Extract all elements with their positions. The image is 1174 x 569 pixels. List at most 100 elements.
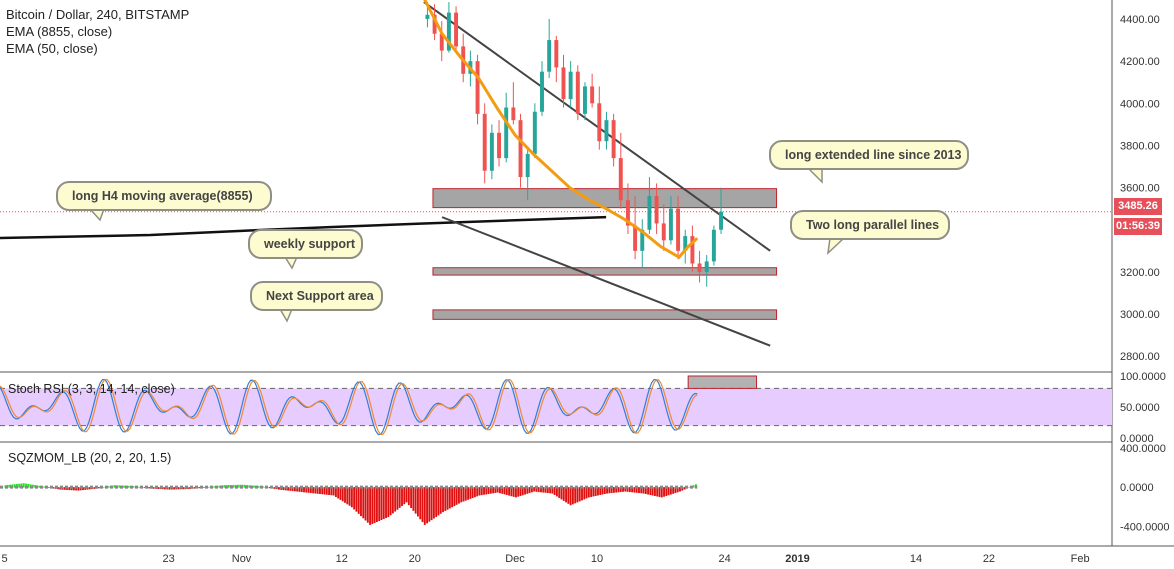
trendlines — [423, 1, 771, 347]
sqz-tick-label: 400.0000 — [1120, 443, 1166, 455]
sqz-bar — [328, 487, 331, 495]
sqz-bar — [75, 487, 78, 491]
ema-short-label: EMA (50, close) — [6, 41, 98, 56]
sqz-bar — [334, 487, 337, 497]
candle-body — [719, 211, 724, 230]
sqz-bar — [653, 487, 656, 496]
candle-body — [590, 86, 595, 104]
time-tick-label: 2019 — [785, 553, 809, 565]
sqz-bar — [432, 487, 435, 519]
sqz-bar — [514, 487, 517, 498]
sqz-bar — [496, 487, 499, 493]
sqz-bar — [567, 487, 570, 504]
sqz-bar — [683, 487, 686, 490]
price-tick-label: 4400.00 — [1120, 14, 1160, 26]
candle-body — [482, 113, 487, 171]
sqz-bar — [330, 487, 333, 496]
sqz-bar — [152, 487, 155, 489]
sqz-bar — [663, 487, 665, 497]
sqz-bar — [542, 487, 545, 493]
sqz-bar — [624, 487, 627, 492]
sqz-bar — [63, 487, 66, 490]
candle-body — [532, 111, 537, 154]
sqz-bar — [252, 485, 255, 488]
sqz-bar — [369, 487, 372, 525]
sqz-bar — [674, 487, 677, 494]
sqz-bar — [647, 487, 650, 495]
candle-body — [454, 12, 459, 47]
sqz-bar — [619, 487, 622, 493]
sqz-bar — [421, 487, 424, 523]
sqz-bar — [562, 487, 565, 501]
sqz-bar — [321, 487, 324, 495]
sqz-bar — [489, 487, 492, 494]
sqz-bar — [389, 487, 392, 516]
zone-weekly-support — [432, 267, 778, 276]
sqz-bar — [651, 487, 654, 496]
sqz-bar — [287, 487, 289, 491]
sqz-bar — [401, 487, 403, 507]
sqz-bar — [581, 487, 583, 501]
sqz-bar — [473, 487, 476, 498]
sqz-bar — [471, 487, 474, 499]
sqz-bar — [508, 487, 511, 496]
trendline-upper — [423, 1, 771, 252]
price-tick-label: 3600.00 — [1120, 183, 1160, 195]
sqzmom-panel: 400.0000 0.0000 -400.0000 — [0, 443, 1170, 533]
sqz-bar — [289, 487, 292, 491]
price-tick-label: 3800.00 — [1120, 140, 1160, 152]
sqz-bar — [492, 487, 495, 494]
sqz-bar — [480, 487, 483, 496]
callout-parallel[interactable]: Two long parallel lines — [790, 210, 950, 240]
sqz-bar — [426, 487, 428, 524]
sqz-bar — [428, 487, 431, 522]
sqz-bar — [526, 487, 529, 494]
sqz-bar — [97, 487, 100, 489]
sqz-bar — [378, 487, 381, 521]
callout-line-2013[interactable]: long extended line since 2013 — [769, 140, 969, 170]
sqz-bar — [380, 487, 383, 521]
sqz-bar — [312, 487, 315, 494]
sqz-bar — [307, 487, 310, 493]
sqz-bar — [319, 487, 321, 495]
sqz-bar — [118, 485, 121, 488]
candle-body — [597, 103, 602, 142]
sqz-bar — [688, 487, 691, 488]
sqz-bar — [198, 487, 201, 489]
last-price-tag: 3485.26 — [1114, 198, 1162, 215]
sqz-bar — [339, 487, 342, 500]
candle-body — [497, 132, 502, 159]
time-tick-label: Feb — [1071, 553, 1090, 565]
sqz-bar — [22, 483, 25, 488]
sqz-bar — [332, 487, 335, 496]
sqz-bar — [77, 487, 80, 491]
sqz-bar — [439, 487, 442, 514]
sqz-bar — [478, 487, 481, 496]
zone-next-support — [432, 309, 778, 320]
time-tick-label: 10 — [591, 553, 603, 565]
sqz-bar — [590, 487, 593, 497]
sqz-bar — [107, 486, 109, 488]
sqz-bar — [601, 487, 604, 495]
sqz-bar — [25, 483, 27, 488]
sqz-bar — [551, 487, 554, 494]
sqz-bar — [512, 487, 515, 497]
callout-h4-ma[interactable]: long H4 moving average(8855) — [56, 181, 272, 211]
callout-weekly-support[interactable]: weekly support — [248, 229, 363, 259]
sqz-bar — [594, 487, 597, 496]
sqz-bar — [642, 487, 645, 494]
sqz-bar — [524, 487, 526, 495]
sqz-bar — [556, 487, 558, 497]
sqz-bar — [341, 487, 344, 502]
sqz-bar — [499, 487, 501, 494]
sqz-bar — [503, 487, 506, 495]
sqz-bar — [168, 487, 171, 490]
sqz-bar — [544, 487, 547, 493]
sqz-bar — [533, 487, 536, 492]
sqz-bar — [672, 487, 675, 494]
sqz-bar — [615, 487, 618, 493]
callout-next-support[interactable]: Next Support area — [250, 281, 383, 311]
sqz-bar — [102, 487, 105, 488]
sqz-bar — [485, 487, 488, 495]
price-tick-label: 4200.00 — [1120, 56, 1160, 68]
